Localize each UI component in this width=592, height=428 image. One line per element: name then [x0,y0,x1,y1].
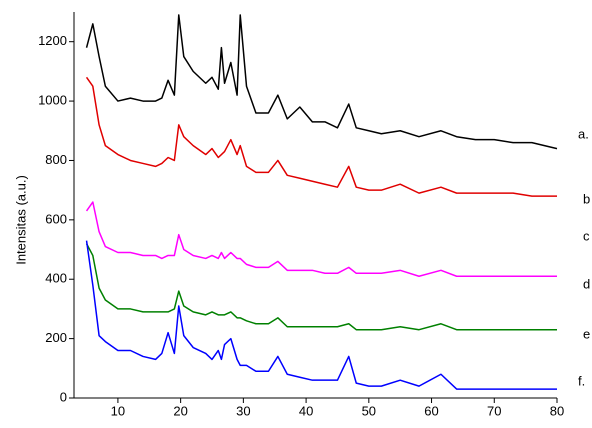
y-tick-label: 1000 [38,93,67,108]
x-tick-label: 50 [362,403,376,418]
data-line [85,14,558,150]
data-line [85,76,557,197]
data-line [85,240,557,390]
x-tick-label: 80 [550,403,564,418]
x-tick-label: 20 [173,403,187,418]
curve-label: d [583,276,590,291]
curve-label: e [583,326,590,341]
x-tick-label: 30 [236,403,250,418]
curve-label: b [583,191,590,206]
y-tick-label: 800 [45,152,67,167]
curve-label: a. [578,126,589,141]
x-tick-label: 10 [111,403,125,418]
x-tick-label: 70 [487,403,501,418]
data-line [85,243,557,331]
x-tick-label: 40 [299,403,313,418]
data-line [85,201,557,278]
curve-label: f. [578,373,585,388]
y-tick-label: 0 [60,389,67,404]
y-tick-label: 1200 [38,33,67,48]
y-tick-label: 200 [45,330,67,345]
y-axis-label: Intensitas (a.u.) [13,175,28,265]
y-tick-label: 400 [45,271,67,286]
curve-label: c [583,228,590,243]
x-tick-label: 60 [424,403,438,418]
y-tick-label: 600 [45,211,67,226]
